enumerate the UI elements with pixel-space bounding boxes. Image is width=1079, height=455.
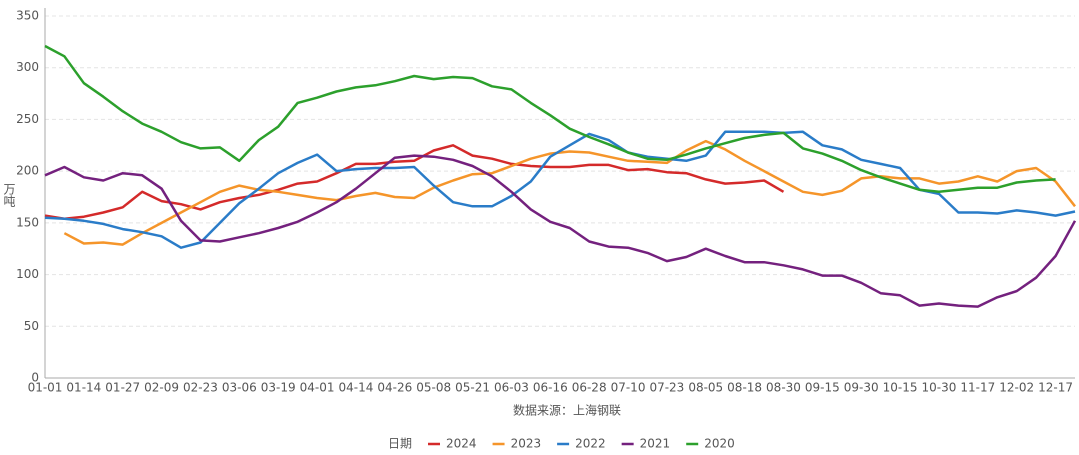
y-tick-label: 100 [16,267,39,281]
x-tick-label: 06-03 [494,381,529,395]
series-line [63,139,1076,246]
legend-label: 2024 [446,437,477,451]
legend-label: 2023 [511,437,542,451]
legend-title: 日期 [388,437,412,451]
x-tick-label: 04-14 [339,381,374,395]
y-tick-label: 200 [16,164,39,178]
x-tick-label: 02-09 [144,381,179,395]
x-tick-label: 08-18 [727,381,762,395]
x-tick-label: 04-26 [377,381,412,395]
legend-label: 2020 [704,437,735,451]
x-tick-label: 05-21 [455,381,490,395]
x-tick-label: 09-30 [844,381,879,395]
legend-label: 2021 [640,437,671,451]
x-tick-label: 08-05 [688,381,723,395]
legend-label: 2022 [575,437,606,451]
x-tick-label: 10-30 [922,381,957,395]
y-tick-label: 250 [16,112,39,126]
series-line [44,44,1056,194]
x-tick-label: 01-27 [105,381,140,395]
y-axis-label: 万吨 [2,183,16,207]
x-tick-label: 03-06 [222,381,257,395]
x-tick-label: 10-15 [883,381,918,395]
y-tick-label: 0 [31,371,39,385]
x-tick-label: 01-14 [66,381,101,395]
series-line [44,144,785,220]
x-tick-label: 03-19 [261,381,296,395]
x-tick-label: 02-23 [183,381,218,395]
subtitle: 数据来源：上海钢联 [513,403,621,418]
x-tick-label: 06-16 [533,381,568,395]
series-line [44,130,1076,249]
x-tick-label: 08-30 [766,381,801,395]
x-tick-label: 09-15 [805,381,840,395]
x-tick-label: 07-10 [611,381,646,395]
y-tick-label: 50 [24,319,39,333]
x-tick-label: 12-17 [1038,381,1073,395]
y-tick-label: 300 [16,60,39,74]
x-tick-label: 05-08 [416,381,451,395]
x-tick-label: 04-01 [300,381,335,395]
x-tick-label: 01-01 [28,381,63,395]
x-tick-label: 06-28 [572,381,607,395]
x-tick-label: 12-02 [999,381,1034,395]
x-tick-label: 11-17 [960,381,995,395]
series-line [44,154,1077,308]
y-tick-label: 350 [16,9,39,23]
y-tick-label: 150 [16,215,39,229]
x-tick-label: 07-23 [649,381,684,395]
